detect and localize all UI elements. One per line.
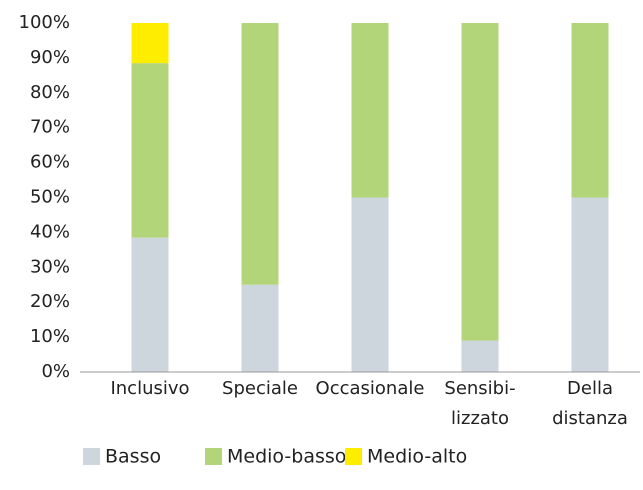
- bar-segment: [351, 23, 389, 198]
- y-tick-label: 40%: [30, 221, 70, 242]
- legend-label: Medio-basso: [227, 446, 346, 468]
- y-tick-label: 70%: [30, 117, 70, 138]
- y-tick-label: 100%: [19, 12, 70, 33]
- bar-segment: [241, 284, 279, 372]
- x-tick-label: distanza: [552, 408, 628, 429]
- legend-swatch: [83, 448, 100, 465]
- bar-segment: [241, 23, 279, 285]
- y-tick-label: 10%: [30, 326, 70, 347]
- bar-segment: [461, 23, 499, 341]
- bar-segment: [351, 197, 389, 372]
- bar-segment: [571, 197, 609, 372]
- bar-segment: [131, 23, 169, 64]
- y-tick-label: 0%: [41, 361, 70, 382]
- y-tick-label: 50%: [30, 187, 70, 208]
- bar-segment: [461, 340, 499, 372]
- legend-label: Basso: [105, 446, 161, 468]
- bar-segment: [131, 63, 169, 238]
- y-tick-label: 60%: [30, 152, 70, 173]
- x-tick-label: lizzato: [451, 408, 509, 429]
- bar-segment: [571, 23, 609, 198]
- x-tick-label: Occasionale: [316, 378, 425, 399]
- y-tick-label: 30%: [30, 256, 70, 277]
- y-tick-label: 90%: [30, 47, 70, 68]
- legend-swatch: [205, 448, 222, 465]
- y-tick-label: 20%: [30, 291, 70, 312]
- x-tick-label: Inclusivo: [110, 378, 189, 399]
- y-tick-label: 80%: [30, 82, 70, 103]
- x-tick-label: Sensibi-: [444, 378, 515, 399]
- legend-label: Medio-alto: [367, 446, 467, 468]
- legend-swatch: [345, 448, 362, 465]
- x-tick-label: Speciale: [222, 378, 298, 399]
- x-tick-label: Della: [567, 378, 613, 399]
- bar-segment: [131, 237, 169, 372]
